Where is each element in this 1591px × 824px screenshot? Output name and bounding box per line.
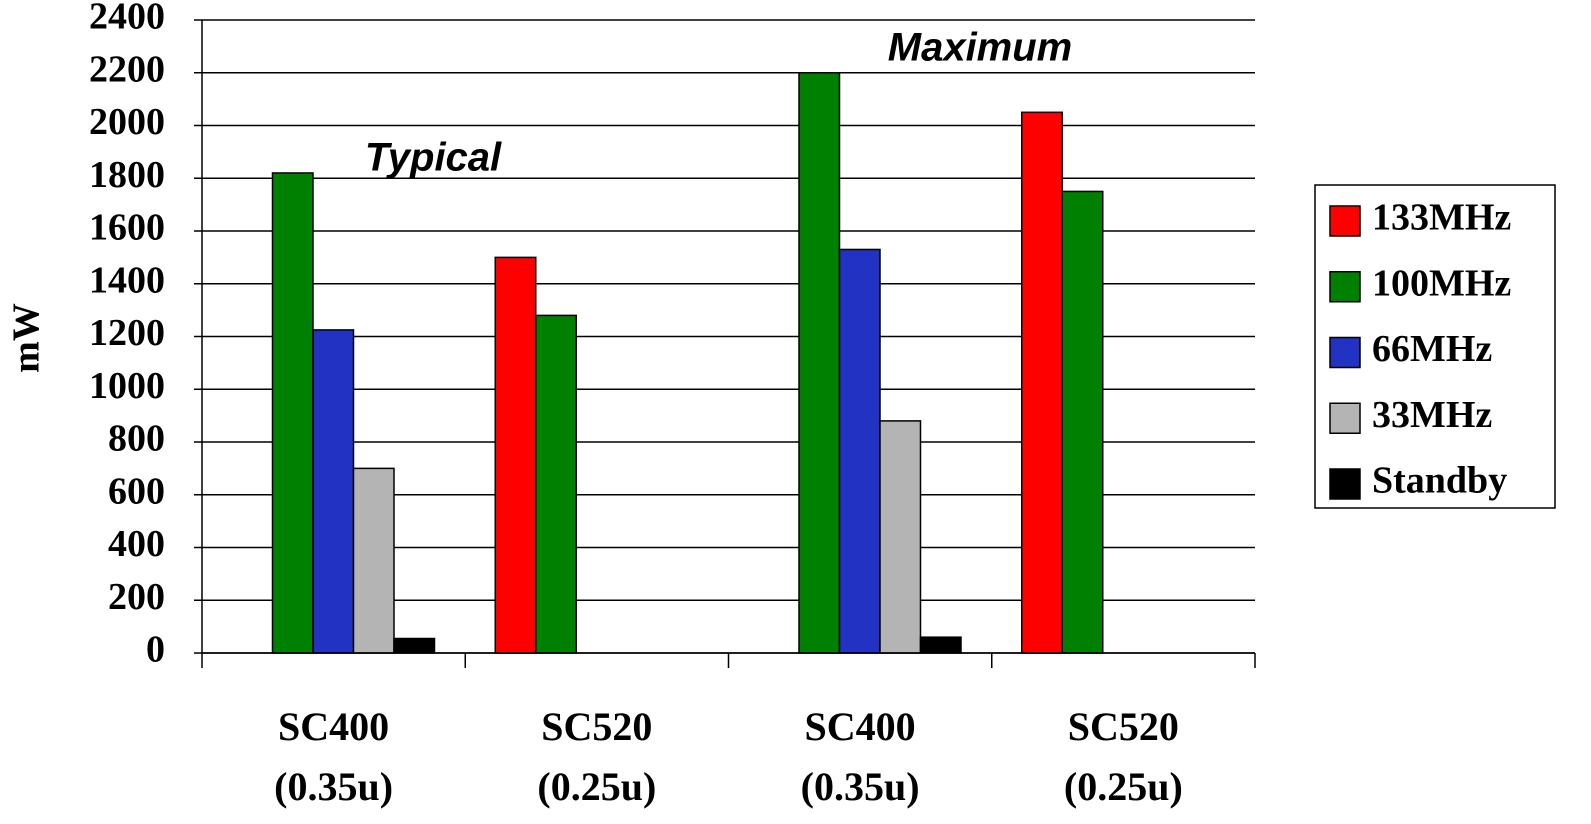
legend-label: 33MHz: [1372, 394, 1492, 436]
legend-label: Standby: [1372, 460, 1507, 502]
bar: [921, 637, 962, 653]
y-axis-label: mW: [6, 303, 48, 373]
y-tick-label: 1200: [89, 312, 165, 354]
bar: [313, 330, 354, 653]
y-tick-label: 1600: [89, 207, 165, 249]
page: mW Typical Maximum 0 200 400 600 800 1000 1200…: [0, 0, 1591, 824]
y-tick-label: 400: [108, 523, 165, 565]
bar: [880, 421, 921, 653]
y-tick-label: 2000: [89, 101, 165, 143]
y-tick-label: 2200: [89, 48, 165, 90]
y-tick-label: 2400: [89, 0, 165, 38]
legend-swatch: [1330, 469, 1360, 499]
bar: [354, 468, 395, 653]
annotation: Typical: [365, 136, 502, 180]
legend-label: 66MHz: [1372, 328, 1492, 370]
x-tick-label: SC520 (0.25u): [517, 697, 677, 817]
y-tick-label: 1000: [89, 365, 165, 407]
y-tick-label: 600: [108, 470, 165, 512]
x-tick-label: SC400 (0.35u): [254, 697, 414, 817]
bar: [1022, 112, 1063, 653]
legend-swatch: [1330, 338, 1360, 368]
bar: [273, 173, 314, 653]
legend-swatch: [1330, 403, 1360, 433]
x-tick-label: SC400 (0.35u): [780, 697, 940, 817]
y-tick-label: 1800: [89, 154, 165, 196]
legend-swatch: [1330, 272, 1360, 302]
bar: [536, 315, 577, 653]
bar: [1062, 191, 1103, 653]
y-tick-label: 0: [146, 629, 165, 671]
legend-label: 133MHz: [1372, 197, 1511, 239]
legend-swatch: [1330, 206, 1360, 236]
annotation: Maximum: [888, 26, 1073, 70]
bar: [495, 257, 536, 653]
y-tick-label: 800: [108, 418, 165, 460]
y-tick-label: 1400: [89, 259, 165, 301]
bar: [799, 73, 840, 653]
x-tick-label: SC520 (0.25u): [1043, 697, 1203, 817]
legend-label: 100MHz: [1372, 262, 1511, 304]
y-tick-label: 200: [108, 576, 165, 618]
bar: [394, 638, 435, 653]
bar: [840, 249, 881, 653]
